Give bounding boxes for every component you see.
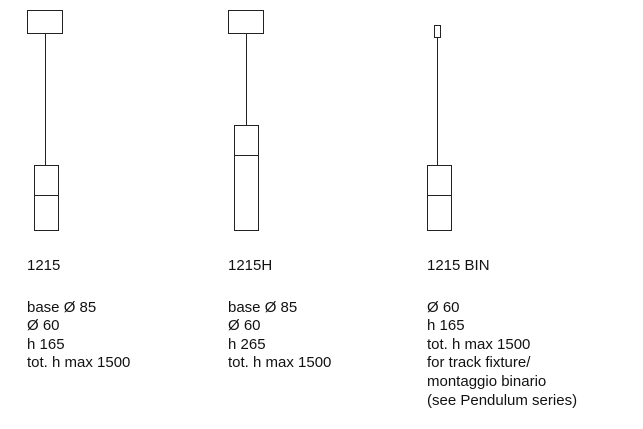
spec-line: tot. h max 1500	[427, 335, 531, 353]
product-column: 1215 base Ø 85 Ø 60 h 165 tot. h max 1500	[27, 257, 130, 373]
canopy	[27, 10, 63, 34]
drawing-1215h	[228, 10, 264, 231]
product-column: 1215H base Ø 85 Ø 60 h 265 tot. h max 1500	[228, 257, 331, 373]
body	[427, 165, 452, 231]
product-name: 1215	[27, 257, 61, 274]
body	[234, 125, 259, 231]
spec-line: tot. h max 1500	[27, 354, 131, 372]
body	[34, 165, 59, 231]
spec-line: h 165	[27, 335, 65, 353]
drawings	[27, 10, 452, 231]
spec-line: Ø 60	[228, 317, 261, 335]
spec-line: (see Pendulum series)	[427, 391, 578, 409]
spec-line: base Ø 85	[228, 298, 298, 316]
spec-line: Ø 60	[427, 298, 460, 316]
canopy	[434, 25, 441, 38]
product-name: 1215 BIN	[427, 257, 490, 274]
spec-line: h 165	[427, 317, 465, 335]
canopy	[228, 10, 264, 34]
spec-line: montaggio binario	[427, 372, 547, 390]
product-name: 1215H	[228, 257, 273, 274]
spec-line: h 265	[228, 335, 266, 353]
product-column: 1215 BIN Ø 60 h 165 tot. h max 1500 for trac…	[427, 257, 577, 410]
spec-line: tot. h max 1500	[228, 354, 332, 372]
spec-line: for track fixture/	[427, 354, 531, 372]
spec-line: Ø 60	[27, 317, 60, 335]
spec-line: base Ø 85	[27, 298, 97, 316]
drawing-1215	[27, 10, 63, 231]
drawing-1215-bin	[427, 25, 452, 231]
